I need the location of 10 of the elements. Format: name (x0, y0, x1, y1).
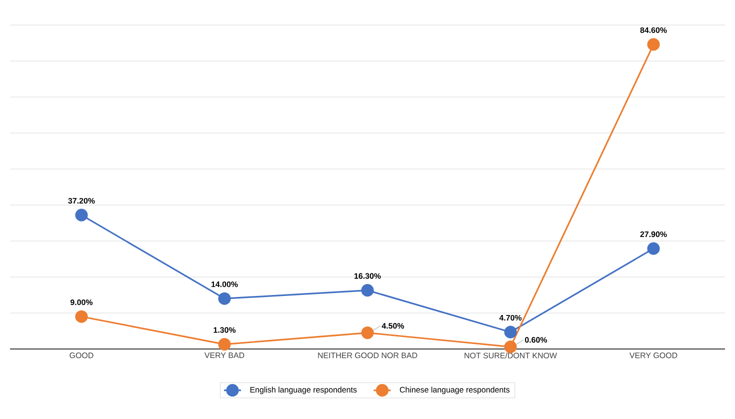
point (647, 38, 660, 51)
point (75, 310, 88, 323)
point (75, 208, 88, 222)
point (504, 340, 517, 354)
point (361, 326, 374, 340)
point (647, 242, 660, 255)
point (361, 284, 374, 297)
point (218, 292, 231, 305)
point (504, 326, 517, 338)
point (218, 338, 231, 351)
